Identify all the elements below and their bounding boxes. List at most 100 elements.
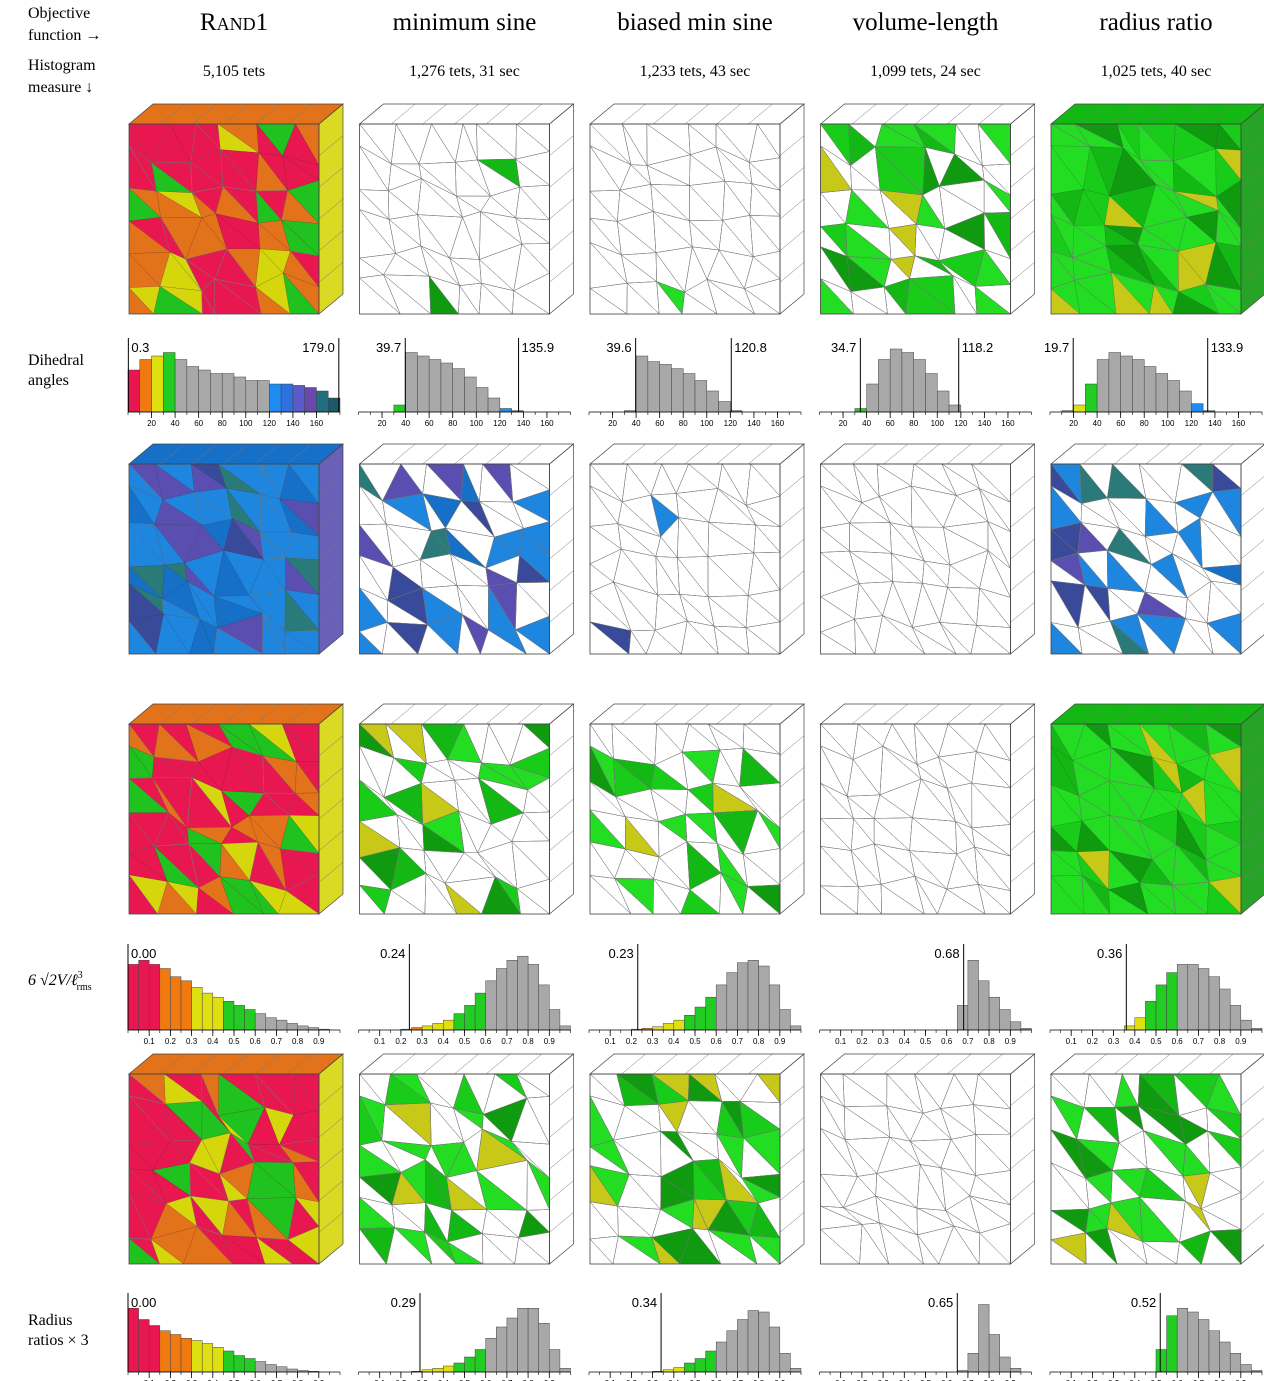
mesh-edge: [879, 745, 922, 796]
histogram-bar: [1010, 1021, 1022, 1031]
mesh-facet: [359, 1227, 395, 1265]
mesh-edge: [318, 475, 344, 496]
histogram-bar: [244, 1358, 256, 1373]
mesh-edge: [979, 1223, 1011, 1265]
histogram-bar: [718, 401, 731, 413]
x-tick-label: 0.8: [753, 1037, 765, 1046]
mesh-facet: [739, 748, 781, 787]
histogram-bar: [201, 1343, 214, 1373]
mesh-edge: [975, 1134, 1012, 1176]
mesh-facet: [650, 494, 679, 538]
mesh-edge: [953, 1073, 979, 1106]
mesh-edge: [916, 223, 945, 262]
mesh-edge: [621, 254, 658, 284]
histogram-bar: [737, 1319, 749, 1373]
mesh-facet: [1212, 463, 1242, 492]
mesh-edge: [383, 274, 432, 315]
mesh-edge: [820, 192, 847, 227]
x-tick-label: 0.9: [544, 1037, 556, 1046]
mesh-edge: [515, 158, 551, 188]
mesh-edge: [721, 463, 751, 507]
mesh-edge: [779, 767, 805, 788]
mesh-edge: [1010, 1148, 1035, 1170]
mesh-edge: [523, 789, 551, 814]
mesh-edge: [617, 221, 657, 256]
mesh-edge: [742, 854, 781, 887]
x-tick-label: 20: [147, 419, 156, 428]
mesh-edge: [779, 135, 805, 156]
mesh-edge: [707, 556, 749, 597]
x-tick-label: 0.3: [186, 1379, 198, 1381]
mesh-edge: [749, 215, 781, 258]
mesh-edge: [1010, 135, 1035, 156]
mesh-edge: [947, 703, 972, 725]
histogram-bar: [779, 1009, 791, 1031]
min-label: 0.00: [131, 946, 156, 961]
mesh-edge: [688, 123, 717, 156]
x-tick-label: 120: [954, 419, 968, 428]
histogram-bar: [452, 368, 465, 413]
column-subtitle: 1,025 tets, 40 sec: [1101, 63, 1212, 80]
mesh-edge: [706, 249, 745, 289]
mesh-facet: [658, 1100, 689, 1133]
histogram-bar: [1132, 359, 1145, 413]
mesh-edge: [1177, 103, 1202, 125]
x-tick-label: 0.2: [395, 1037, 407, 1046]
mesh-edge: [589, 526, 622, 565]
x-tick-label: 0.4: [668, 1379, 680, 1381]
mesh-edge: [779, 167, 805, 188]
row-label-part: rms: [77, 982, 92, 993]
min-label: 0.00: [131, 1295, 156, 1310]
x-tick-label: 60: [655, 419, 664, 428]
mesh-edge: [589, 463, 628, 503]
mesh-edge: [1010, 262, 1035, 283]
histogram-bar: [453, 1013, 465, 1031]
mesh-edge: [1240, 602, 1264, 623]
x-tick-label: 0.3: [647, 1037, 659, 1046]
mesh-edge: [1209, 1166, 1242, 1193]
mesh-edge: [873, 794, 914, 819]
histogram-bar: [635, 355, 649, 413]
mesh-facet: [1144, 498, 1179, 537]
histogram-bar: [245, 380, 258, 413]
mesh-edge: [820, 631, 857, 655]
mesh-edge: [947, 587, 980, 626]
histogram-bar: [1219, 1341, 1231, 1373]
x-tick-label: 0.7: [501, 1037, 513, 1046]
histogram-bar: [694, 380, 708, 413]
x-tick-label: 0.3: [1108, 1037, 1120, 1046]
histogram-bar: [790, 1025, 802, 1031]
histogram-bar: [159, 1330, 171, 1373]
mesh-edge: [1114, 703, 1139, 725]
mesh-edge: [549, 1085, 574, 1106]
mesh-edge: [1240, 1181, 1264, 1201]
mesh-edge: [1010, 735, 1035, 756]
mesh-edge: [391, 1053, 416, 1075]
mesh-edge: [1010, 475, 1035, 496]
histogram-bar: [148, 964, 161, 1031]
mesh-edge: [873, 817, 913, 852]
histogram: 0.1 0.2 0.3 0.4 0.5 0.6 0.7 0.8 0.9 0.36: [1049, 944, 1263, 1046]
x-tick-label: 20: [1069, 419, 1078, 428]
histogram-bar: [937, 390, 950, 413]
mesh-edge: [820, 1173, 858, 1209]
x-tick-label: 0.5: [228, 1037, 240, 1046]
histogram-bar: [988, 996, 1000, 1031]
mesh-facet: [1050, 1232, 1087, 1265]
mesh-edge: [879, 778, 922, 819]
mesh-edge: [613, 1105, 662, 1141]
mesh-edge: [820, 485, 850, 529]
mesh-edge: [388, 219, 422, 254]
mesh-edge: [915, 103, 940, 125]
mesh-edge: [1010, 230, 1035, 251]
histogram-bar: [464, 1356, 476, 1373]
x-tick-label: 140: [978, 419, 992, 428]
x-tick-label: 0.6: [941, 1379, 953, 1381]
mesh-edge: [850, 286, 888, 315]
histogram-bar: [1123, 1025, 1136, 1031]
min-label: 39.6: [606, 340, 631, 355]
row-label: Dihedral: [28, 352, 85, 369]
mesh-edge: [852, 103, 877, 125]
histogram-bar: [1167, 380, 1180, 413]
x-tick-label: 40: [632, 419, 641, 428]
